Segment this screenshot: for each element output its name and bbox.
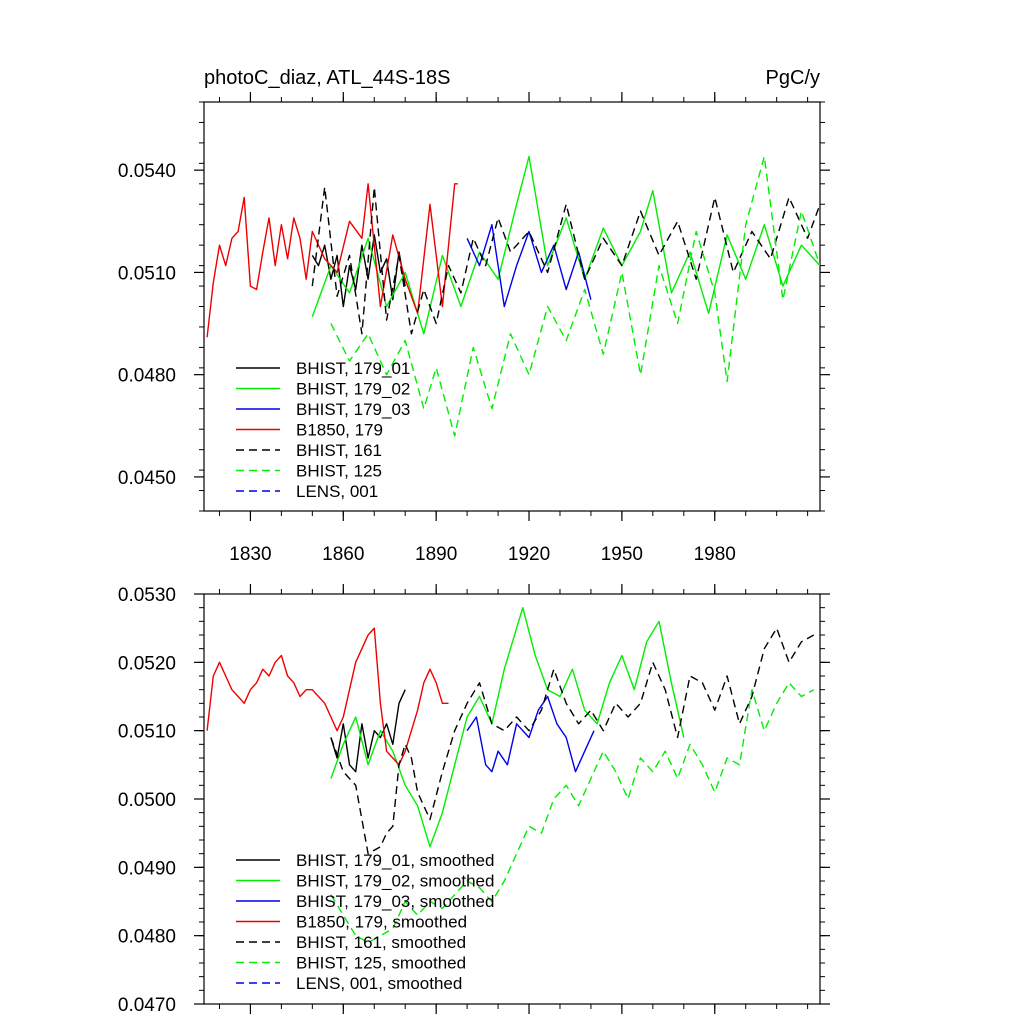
legend-label: BHIST, 161, smoothed bbox=[296, 933, 466, 952]
series-line bbox=[330, 155, 820, 437]
axis-ticks: 0.0470 0.0480 0.0490 0.0500 0.0510 0.0520 0.05… bbox=[118, 584, 830, 1016]
y-tick-label: 0.0520 bbox=[118, 653, 176, 674]
series-line bbox=[311, 155, 820, 335]
legend-label: BHIST, 125 bbox=[296, 462, 382, 481]
axis-ticks: 1830 1860 1890 1920 1950 1980 0.0450 0.0480 0.05… bbox=[118, 92, 830, 565]
legend-label: BHIST, 179_03, smoothed bbox=[296, 892, 494, 911]
units-label: PgC/y bbox=[766, 67, 820, 89]
y-tick-label: 0.0530 bbox=[118, 585, 176, 606]
x-tick-label: 1950 bbox=[601, 544, 643, 565]
legend-label: BHIST, 179_01 bbox=[296, 359, 410, 378]
x-tick-label: 1980 bbox=[694, 544, 736, 565]
series-line bbox=[330, 689, 406, 773]
legend-label: BHIST, 179_01, smoothed bbox=[296, 851, 494, 870]
y-tick-label: 0.0540 bbox=[118, 161, 176, 182]
series-line bbox=[466, 695, 595, 773]
series-group bbox=[206, 607, 815, 944]
y-tick-label: 0.0510 bbox=[118, 722, 176, 743]
legend-label: BHIST, 179_02 bbox=[296, 380, 410, 399]
y-tick-label: 0.0510 bbox=[118, 263, 176, 284]
top-panel: photoC_diaz, ATL_44S-18S PgC/y 1830 1860 1… bbox=[118, 67, 830, 565]
legend-label: BHIST, 161 bbox=[296, 441, 382, 460]
series-line bbox=[330, 607, 685, 848]
legend: BHIST, 179_01, smoothed BHIST, 179_02, sm… bbox=[236, 851, 494, 993]
series-line bbox=[466, 223, 592, 308]
legend-label: BHIST, 179_03 bbox=[296, 400, 410, 419]
x-tick-label: 1920 bbox=[508, 544, 550, 565]
legend-label: LENS, 001, smoothed bbox=[296, 974, 462, 993]
legend-label: B1850, 179, smoothed bbox=[296, 913, 467, 932]
x-tick-label: 1860 bbox=[322, 544, 364, 565]
y-tick-label: 0.0480 bbox=[118, 366, 176, 387]
chart-title: photoC_diaz, ATL_44S-18S bbox=[204, 67, 450, 89]
legend-label: BHIST, 179_02, smoothed bbox=[296, 872, 494, 891]
legend-label: B1850, 179 bbox=[296, 421, 383, 440]
bottom-panel: 0.0470 0.0480 0.0490 0.0500 0.0510 0.0520 0.05… bbox=[118, 584, 830, 1016]
y-tick-label: 0.0480 bbox=[118, 927, 176, 948]
y-tick-label: 0.0470 bbox=[118, 995, 176, 1016]
y-tick-label: 0.0500 bbox=[118, 790, 176, 811]
x-tick-label: 1890 bbox=[415, 544, 457, 565]
legend-label: LENS, 001 bbox=[296, 482, 378, 501]
series-group bbox=[206, 155, 820, 437]
y-tick-label: 0.0450 bbox=[118, 468, 176, 489]
legend-label: BHIST, 125, smoothed bbox=[296, 954, 466, 973]
x-tick-label: 1830 bbox=[229, 544, 271, 565]
y-tick-label: 0.0490 bbox=[118, 858, 176, 879]
series-line bbox=[206, 627, 449, 766]
series-line bbox=[330, 682, 815, 944]
series-line bbox=[330, 627, 815, 855]
series-line bbox=[206, 183, 458, 338]
